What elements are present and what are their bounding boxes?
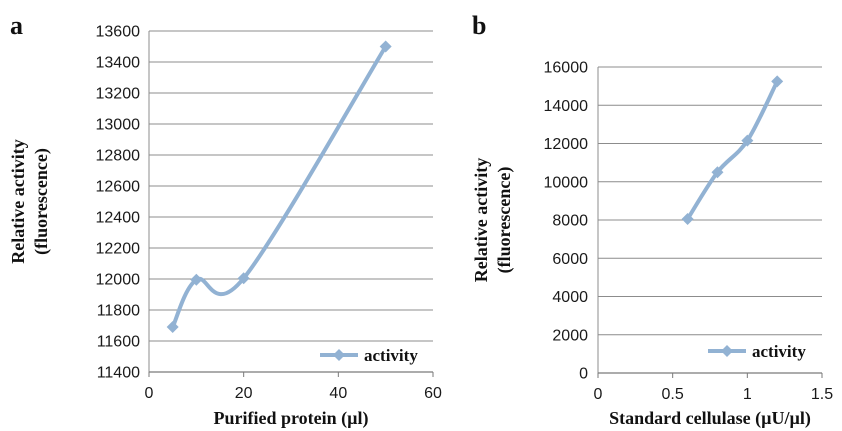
data-point-b-0 — [681, 213, 694, 226]
chart-panel-a: a 11400 11600 11800 12000 12200 12400 12600 128… — [8, 11, 442, 429]
y-tick-label-b-7: 14000 — [544, 98, 589, 115]
y-axis-title-line2-b: (fluorescence) — [494, 167, 515, 274]
data-point-a-0 — [166, 321, 179, 334]
panel-label-b: b — [472, 11, 486, 40]
series-line-a-0 — [170, 44, 388, 330]
y-tick-label-a-0: 11400 — [97, 365, 140, 382]
y-tick-label-a-9: 13200 — [96, 86, 141, 103]
y-tick-label-a-8: 13000 — [96, 117, 141, 134]
data-point-a-2 — [237, 272, 250, 285]
y-tick-label-a-5: 12400 — [96, 210, 141, 227]
x-tick-label-a-3: 60 — [424, 385, 442, 402]
data-point-b-3 — [771, 75, 784, 88]
y-tick-label-a-4: 12200 — [96, 241, 141, 258]
y-axis-title-line1-b: Relative activity — [471, 158, 491, 282]
x-tick-label-a-1: 20 — [235, 385, 253, 402]
legend-label-a: activity — [364, 346, 418, 365]
data-point-b-1 — [711, 166, 724, 179]
panel-label-a: a — [10, 11, 23, 40]
data-point-a-3 — [379, 40, 392, 53]
y-tick-label-a-6: 12600 — [96, 179, 141, 196]
series-line-b-0 — [685, 79, 780, 222]
y-tick-label-a-3: 12000 — [96, 272, 141, 289]
y-tick-label-b-0: 0 — [579, 366, 588, 383]
data-point-a-1 — [190, 273, 203, 286]
y-tick-label-b-6: 12000 — [544, 136, 589, 153]
y-tick-label-a-11: 13600 — [96, 24, 141, 41]
y-axis-title-line1-a: Relative activity — [8, 139, 28, 263]
x-axis-title-b: Standard cellulase (µU/µl) — [609, 408, 811, 429]
x-axis-title-a: Purified protein (µl) — [213, 408, 368, 429]
y-tick-label-a-1: 11600 — [97, 334, 140, 351]
legend-marker-b — [721, 345, 733, 357]
y-tick-label-b-5: 10000 — [544, 174, 589, 191]
y-tick-label-b-4: 8000 — [552, 213, 588, 230]
x-tick-label-b-0: 0 — [594, 386, 603, 403]
x-tick-label-a-0: 0 — [145, 385, 154, 402]
data-point-b-2 — [741, 134, 754, 147]
legend-label-b: activity — [752, 342, 806, 361]
y-axis-title-line2-a: (fluorescence) — [31, 148, 52, 255]
y-tick-label-b-8: 16000 — [544, 60, 589, 77]
legend-marker-a — [333, 349, 345, 361]
y-tick-label-b-1: 2000 — [552, 327, 588, 344]
y-tick-label-b-3: 6000 — [552, 251, 588, 268]
y-tick-label-a-10: 13400 — [96, 55, 141, 72]
y-tick-label-b-2: 4000 — [552, 289, 588, 306]
x-tick-label-b-1: 0.5 — [662, 386, 684, 403]
y-tick-label-a-7: 12800 — [96, 148, 141, 165]
y-tick-label-a-2: 11800 — [97, 303, 140, 320]
chart-panel-b: b 0 2000 4000 6000 8000 10000 12000 14000 16000 0… — [471, 11, 833, 429]
x-tick-label-b-2: 1 — [743, 386, 752, 403]
x-tick-label-a-2: 40 — [329, 385, 347, 402]
x-tick-label-b-3: 1.5 — [811, 386, 833, 403]
